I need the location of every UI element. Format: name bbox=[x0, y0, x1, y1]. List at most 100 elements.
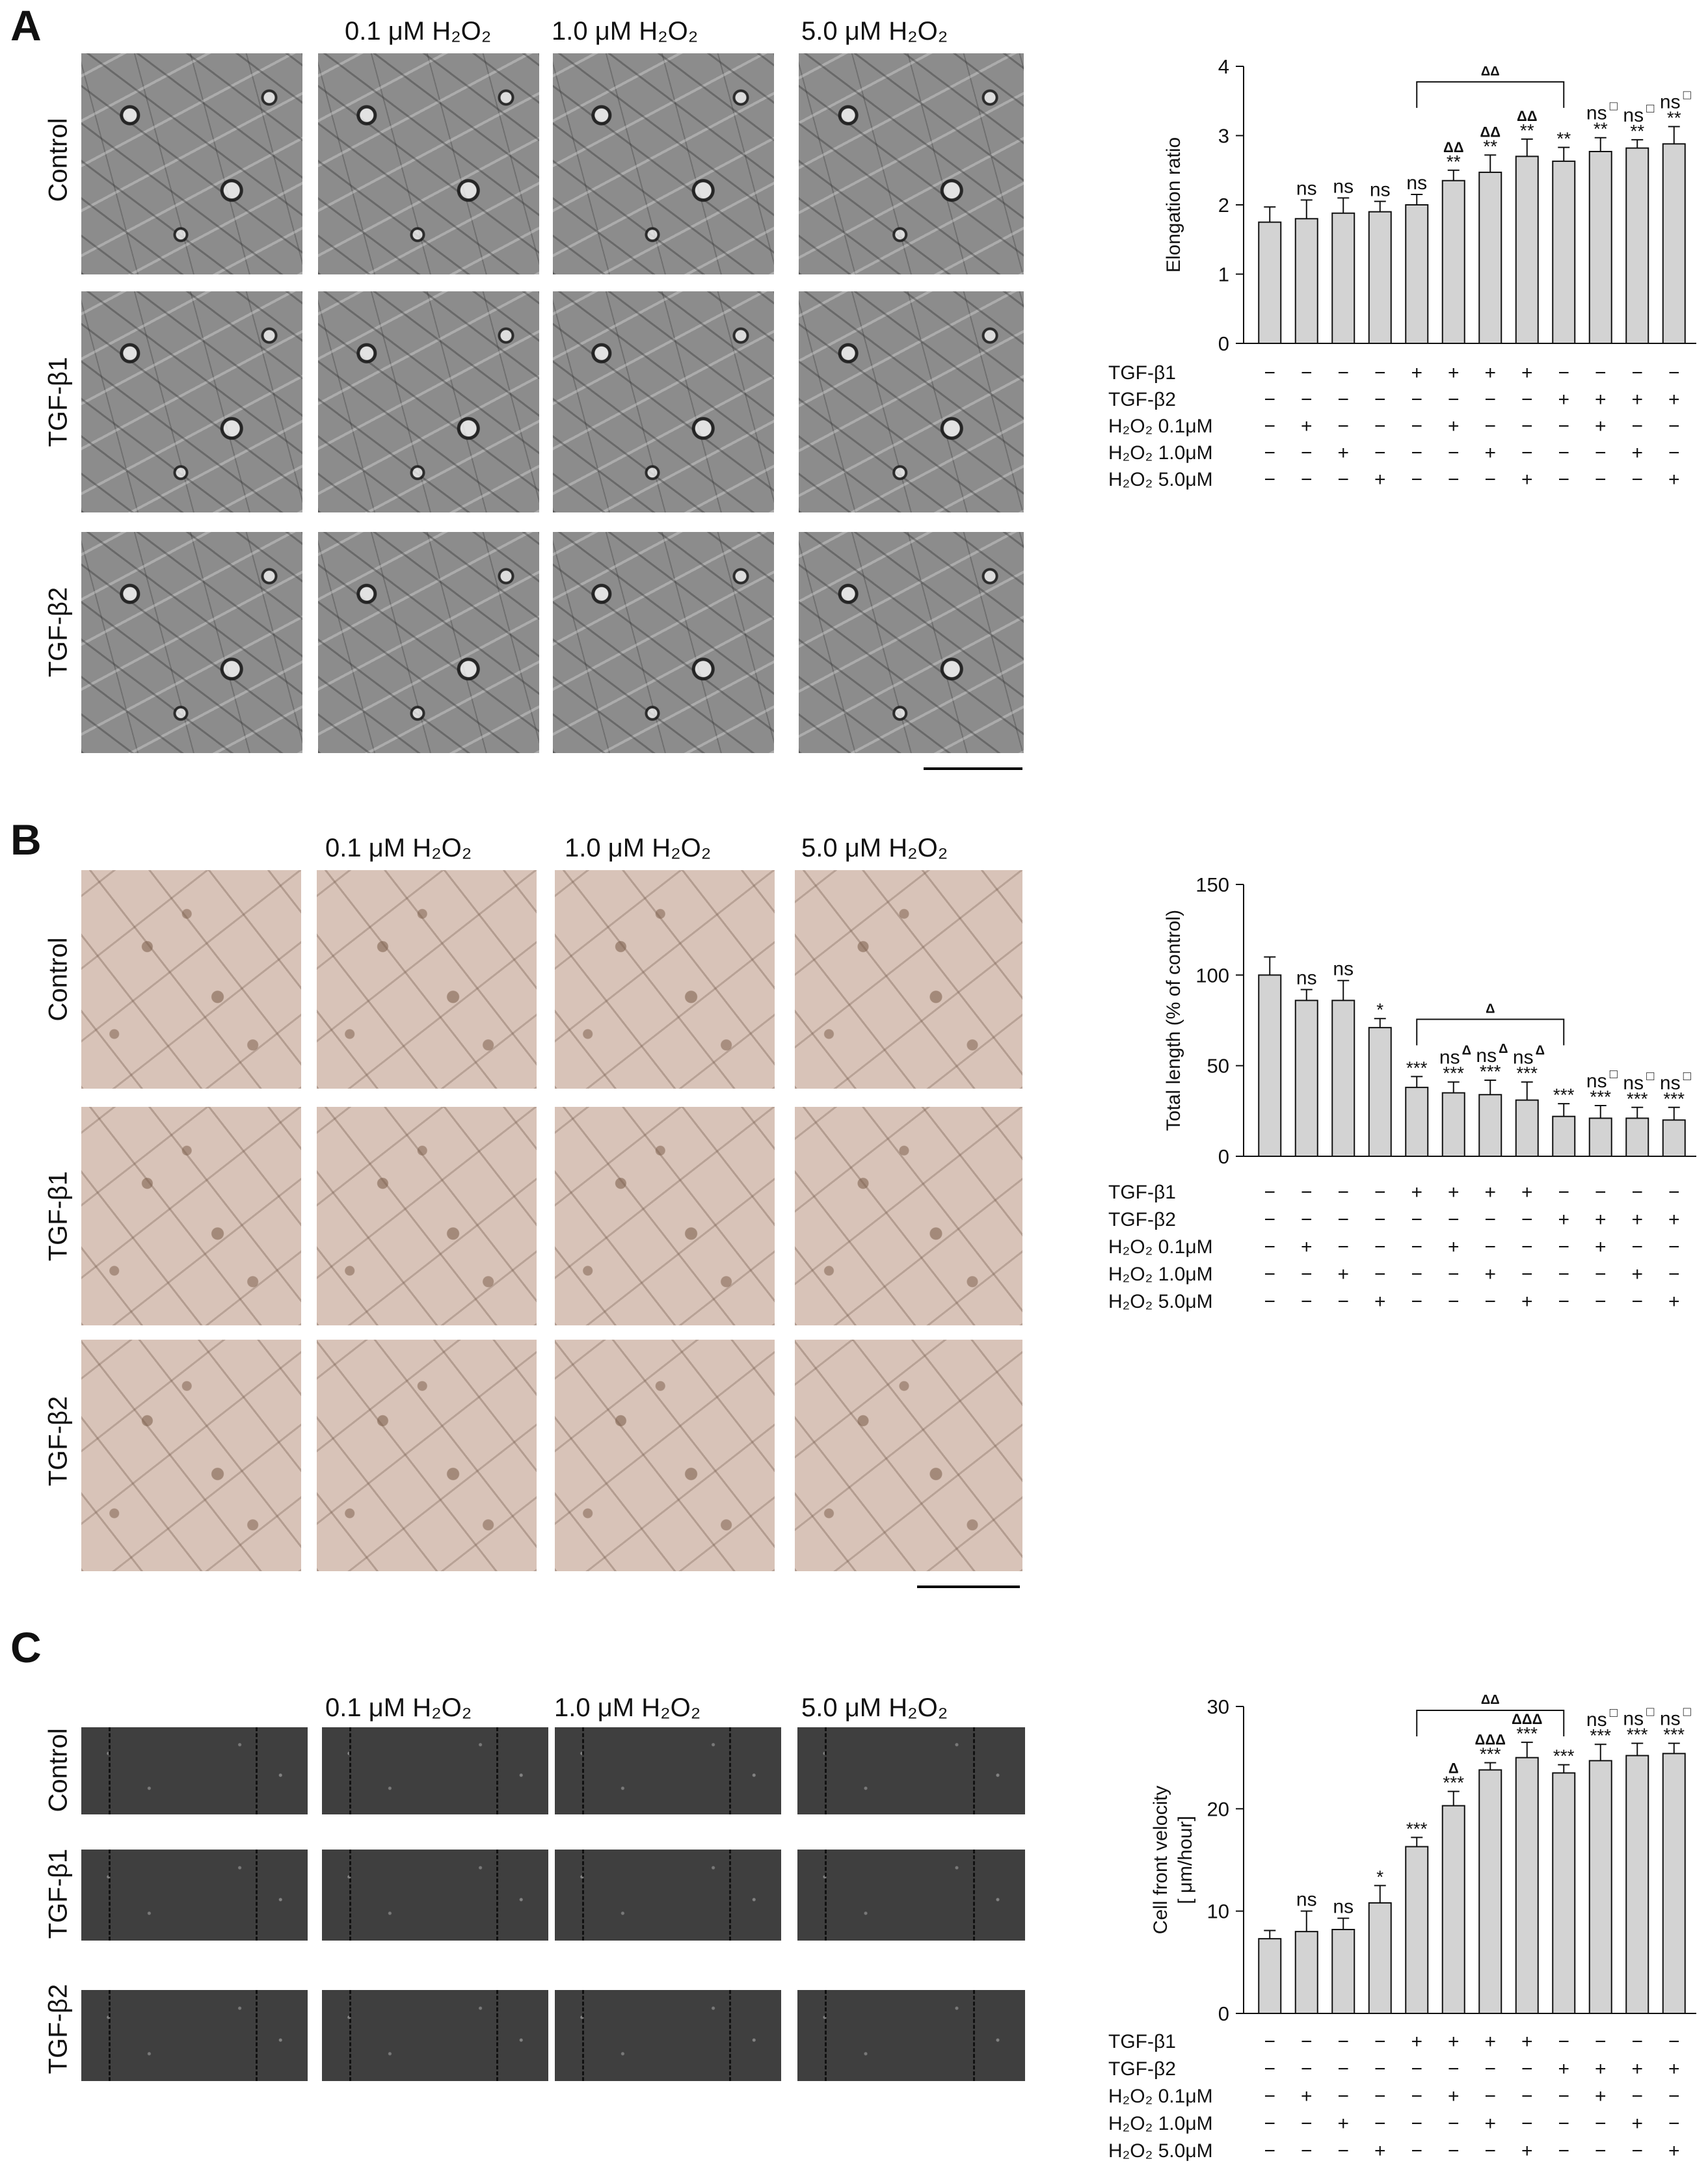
condition-sign: − bbox=[1301, 2031, 1313, 2052]
condition-sign: + bbox=[1484, 442, 1496, 464]
condition-sign: − bbox=[1631, 469, 1643, 490]
significance-ns: ns bbox=[1623, 1708, 1644, 1730]
condition-sign: − bbox=[1448, 1264, 1460, 1285]
condition-sign: + bbox=[1521, 2031, 1533, 2052]
micrograph-c-control-0.1uM bbox=[322, 1727, 548, 1814]
y-tick-label: 1 bbox=[1218, 263, 1229, 286]
row-label-control: Control bbox=[44, 118, 73, 202]
bar bbox=[1441, 1092, 1465, 1158]
micrograph-b-tgfb2-untreated bbox=[81, 1340, 301, 1571]
condition-sign: − bbox=[1337, 2058, 1349, 2080]
significance-marker: Δ bbox=[1462, 1044, 1471, 1058]
condition-sign: + bbox=[1337, 1264, 1349, 1285]
condition-sign: − bbox=[1631, 362, 1643, 384]
condition-sign: − bbox=[1484, 1291, 1496, 1312]
condition-label: H₂O₂ 0.1μM bbox=[1108, 416, 1213, 437]
condition-sign: − bbox=[1595, 2113, 1607, 2134]
row-label-control: Control bbox=[44, 937, 73, 1022]
condition-sign: − bbox=[1448, 2113, 1460, 2134]
condition-sign: − bbox=[1484, 389, 1496, 410]
condition-sign: + bbox=[1484, 2113, 1496, 2134]
condition-sign: − bbox=[1558, 362, 1569, 384]
condition-label: H₂O₂ 1.0μM bbox=[1108, 2113, 1213, 2134]
condition-sign: − bbox=[1631, 2086, 1643, 2107]
significance-ns: ns bbox=[1586, 103, 1607, 124]
condition-sign: + bbox=[1301, 1236, 1313, 1258]
condition-sign: − bbox=[1595, 362, 1607, 384]
condition-sign: − bbox=[1411, 1236, 1422, 1258]
condition-sign: − bbox=[1558, 2113, 1569, 2134]
condition-sign: − bbox=[1595, 1182, 1607, 1203]
y-tick-label: 0 bbox=[1218, 332, 1229, 355]
y-tick-label: 4 bbox=[1218, 55, 1229, 78]
y-tick-label: 0 bbox=[1218, 2002, 1229, 2025]
condition-sign: − bbox=[1337, 1182, 1349, 1203]
condition-sign: − bbox=[1668, 2113, 1680, 2134]
condition-sign: − bbox=[1558, 469, 1569, 490]
condition-sign: + bbox=[1558, 389, 1569, 410]
significance-stars: ** bbox=[1447, 152, 1461, 172]
micrograph-a-tgfb1-5.0uM bbox=[799, 291, 1024, 512]
condition-label: TGF-β1 bbox=[1108, 1182, 1176, 1203]
micrograph-a-tgfb2-5.0uM bbox=[799, 532, 1024, 753]
micrograph-c-tgfb1-1.0uM bbox=[555, 1850, 781, 1941]
significance-stars: ** bbox=[1630, 121, 1644, 141]
condition-sign: + bbox=[1301, 416, 1313, 437]
condition-sign: + bbox=[1411, 2031, 1422, 2052]
significance-ns: ns bbox=[1439, 1047, 1460, 1068]
significance-marker: ΔΔ bbox=[1480, 124, 1501, 140]
condition-sign: + bbox=[1521, 469, 1533, 490]
significance-marker: ΔΔ bbox=[1517, 108, 1538, 124]
condition-sign: + bbox=[1411, 1182, 1422, 1203]
condition-sign: − bbox=[1595, 469, 1607, 490]
bar bbox=[1294, 1931, 1318, 2014]
condition-sign: − bbox=[1301, 2113, 1313, 2134]
condition-sign: − bbox=[1264, 389, 1275, 410]
micrograph-c-control-5.0uM bbox=[797, 1727, 1025, 1814]
panel-letter-a: A bbox=[10, 1, 42, 49]
condition-sign: − bbox=[1337, 1209, 1349, 1230]
condition-sign: − bbox=[1558, 442, 1569, 464]
significance-marker: ΔΔΔ bbox=[1475, 1732, 1506, 1748]
condition-sign: − bbox=[1264, 362, 1275, 384]
row-label-control: Control bbox=[44, 1728, 73, 1812]
y-axis-label: Elongation ratio bbox=[1163, 137, 1184, 272]
significance-stars: ** bbox=[1556, 129, 1571, 149]
condition-sign: − bbox=[1448, 442, 1460, 464]
condition-sign: − bbox=[1301, 389, 1313, 410]
condition-sign: − bbox=[1337, 469, 1349, 490]
comparison-bracket bbox=[1416, 81, 1565, 108]
condition-sign: − bbox=[1595, 442, 1607, 464]
condition-sign: − bbox=[1374, 362, 1386, 384]
condition-sign: − bbox=[1337, 362, 1349, 384]
condition-label: H₂O₂ 0.1μM bbox=[1108, 2086, 1213, 2107]
micrograph-b-control-1.0uM bbox=[555, 870, 775, 1089]
y-tick-label: 10 bbox=[1207, 1900, 1229, 1923]
significance-marker: Δ bbox=[1536, 1044, 1545, 1058]
significance-stars: *** bbox=[1590, 1725, 1611, 1745]
condition-sign: + bbox=[1631, 442, 1643, 464]
y-tick-label: 100 bbox=[1195, 964, 1229, 987]
condition-sign: − bbox=[1411, 2140, 1422, 2162]
significance-ns: ns bbox=[1296, 1889, 1317, 1911]
condition-sign: − bbox=[1337, 2140, 1349, 2162]
bar bbox=[1294, 218, 1318, 344]
significance-ns: ns bbox=[1296, 968, 1317, 989]
significance-ns: ns bbox=[1370, 179, 1391, 201]
condition-sign: − bbox=[1411, 1291, 1422, 1312]
condition-sign: − bbox=[1484, 2058, 1496, 2080]
significance-ns: ns bbox=[1586, 1709, 1607, 1731]
micrograph-c-control-1.0uM bbox=[555, 1727, 781, 1814]
condition-sign: − bbox=[1668, 1236, 1680, 1258]
condition-sign: − bbox=[1264, 2058, 1275, 2080]
condition-sign: − bbox=[1411, 1209, 1422, 1230]
column-header-0.1uM: 0.1 μM H₂O₂ bbox=[325, 1693, 472, 1722]
condition-sign: + bbox=[1448, 1236, 1460, 1258]
micrograph-a-control-1.0uM bbox=[553, 53, 774, 274]
condition-sign: − bbox=[1521, 1236, 1533, 1258]
micrograph-a-control-0.1uM bbox=[318, 53, 539, 274]
condition-sign: − bbox=[1301, 1291, 1313, 1312]
bar bbox=[1625, 147, 1649, 344]
condition-sign: − bbox=[1668, 2031, 1680, 2052]
condition-sign: − bbox=[1521, 1264, 1533, 1285]
